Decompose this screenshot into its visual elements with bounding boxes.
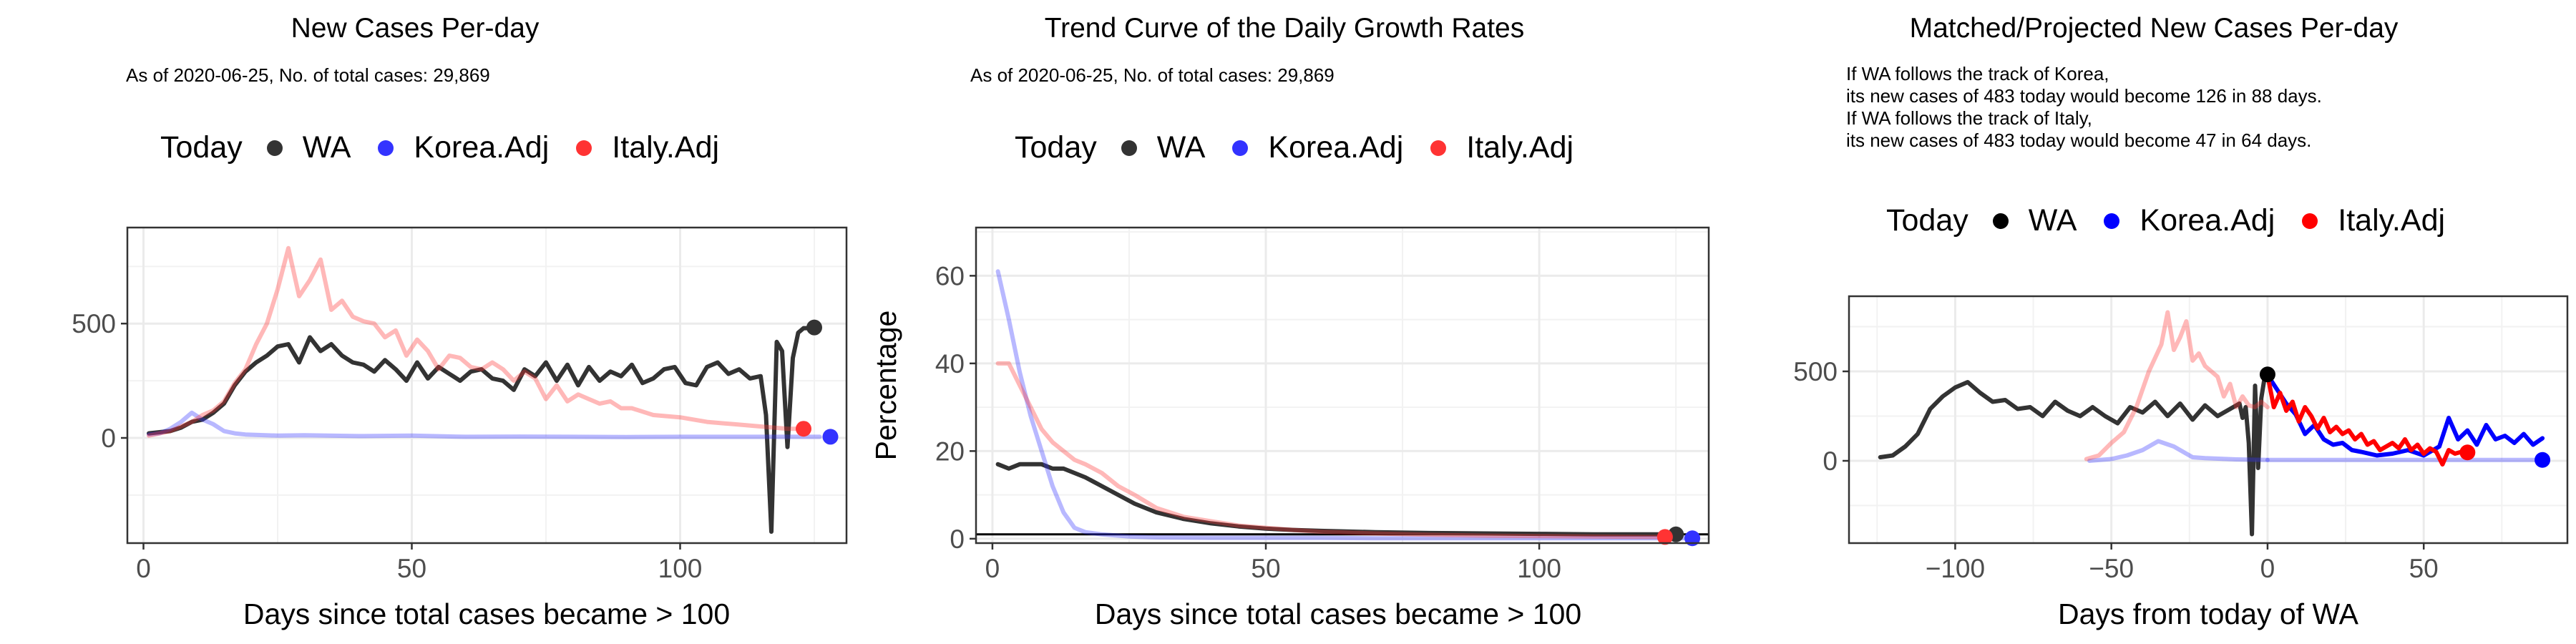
grid [127, 228, 847, 543]
legend-item-korea: Korea.Adj [1232, 130, 1403, 165]
series-line-korea-adj [147, 410, 822, 439]
panel-border [126, 226, 848, 545]
today-point-korea-adj [822, 429, 839, 445]
x-axis-label: Days since total cases became > 100 [1095, 597, 1581, 630]
series-line-korea-adj [995, 269, 1695, 541]
x-axis-label: Days since total cases became > 100 [243, 597, 730, 630]
legend-label-korea: Korea.Adj [2140, 203, 2275, 238]
chart-subtitle: If WA follows the track of Korea, its ne… [1846, 63, 2322, 151]
series-group [995, 269, 1695, 541]
series-group [147, 245, 822, 534]
legend-label-korea: Korea.Adj [414, 130, 550, 165]
legend-dot-italy [1430, 140, 1447, 156]
panel-border [1848, 295, 2569, 545]
series-line-wa [995, 462, 1679, 537]
x-tick-label: −50 [2089, 554, 2134, 583]
chart-title: New Cases Per-day [291, 13, 540, 44]
legend-item-wa: WA [1992, 203, 2077, 238]
legend-dot-korea [378, 140, 394, 156]
legend-item-italy: Italy.Adj [1430, 130, 1574, 165]
legend-dot-italy [576, 140, 592, 156]
legend-label-italy: Italy.Adj [612, 130, 720, 165]
x-tick-label: 0 [136, 554, 151, 583]
legend-item-italy: Italy.Adj [2302, 203, 2445, 238]
y-tick-label: 0 [1823, 447, 1838, 476]
legend-label-wa: WA [302, 130, 351, 165]
series-line-italy-adj [2084, 310, 2270, 462]
legend-dot-wa [1121, 140, 1137, 156]
series-line-italy-adj [995, 361, 1667, 540]
chart-svg: 0 50 100 0 20 40 60 Days since total cases beca… [869, 226, 1710, 630]
today-point-wa [806, 319, 822, 336]
legend-dot-italy [2302, 213, 2318, 229]
x-tick-label: 0 [985, 554, 1000, 583]
panel-border [975, 226, 1710, 545]
x-tick-label: 100 [1517, 554, 1561, 583]
y-tick-label: 40 [935, 349, 965, 379]
y-tick-label: 500 [72, 309, 116, 338]
legend-dot-korea [2104, 213, 2120, 229]
legend-label-wa: WA [2028, 203, 2077, 238]
legend-label-italy: Italy.Adj [1466, 130, 1574, 165]
today-point-wa [2259, 366, 2275, 383]
y-tick-label: 0 [101, 424, 116, 453]
series-group [1878, 310, 2545, 537]
legend-title: Today [1015, 130, 1097, 165]
y-axis-label: Percentage [869, 311, 902, 461]
legend: Today WA Korea.Adj Italy.Adj [1886, 203, 2472, 238]
legend-item-wa: WA [1121, 130, 1206, 165]
x-tick-label: 0 [2260, 554, 2275, 583]
x-tick-label: 50 [1251, 554, 1280, 583]
legend-item-korea: Korea.Adj [378, 130, 549, 165]
legend-title: Today [160, 130, 243, 165]
series-line-italy-adj-projected [2265, 373, 2470, 467]
chart-svg: 0 50 100 0 500 Days since total cases became … [72, 226, 848, 630]
chart-subtitle: As of 2020-06-25, No. of total cases: 29… [126, 64, 490, 86]
grid [1849, 296, 2567, 543]
legend-dot-korea [1232, 140, 1249, 156]
x-tick-label: 50 [2409, 554, 2439, 583]
y-tick-label: 500 [1793, 357, 1838, 386]
legend-label-italy: Italy.Adj [2338, 203, 2446, 238]
series-line-wa [147, 325, 816, 534]
panel-growth-rates: Trend Curve of the Daily Growth Rates As… [852, 0, 1717, 644]
chart-title: Trend Curve of the Daily Growth Rates [1044, 13, 1525, 44]
today-point-korea-adj [2534, 452, 2551, 468]
legend-label-korea: Korea.Adj [1268, 130, 1404, 165]
panel-matched-projected: Matched/Projected New Cases Per-day If W… [1717, 0, 2576, 644]
panel-new-cases: New Cases Per-day As of 2020-06-25, No. … [0, 0, 852, 644]
x-tick-label: 100 [658, 554, 703, 583]
legend-dot-wa [266, 140, 283, 156]
x-tick-label: −100 [1926, 554, 1985, 583]
chart-title: Matched/Projected New Cases Per-day [1909, 13, 2399, 44]
legend-item-italy: Italy.Adj [576, 130, 719, 165]
chart-subtitle: As of 2020-06-25, No. of total cases: 29… [970, 64, 1335, 86]
y-tick-label: 60 [935, 261, 965, 291]
series-line-korea-adj [2087, 439, 2270, 463]
today-point-italy-adj [1657, 529, 1673, 545]
x-tick-label: 50 [397, 554, 426, 583]
legend-title: Today [1886, 203, 1968, 238]
legend-label-wa: WA [1156, 130, 1206, 165]
series-line-wa [1878, 372, 2270, 537]
series-line-korea-adj-projected [2265, 373, 2545, 458]
legend-item-wa: WA [266, 130, 351, 165]
legend: Today WA Korea.Adj Italy.Adj [160, 130, 746, 165]
legend-item-korea: Korea.Adj [2104, 203, 2275, 238]
x-axis-label: Days from today of WA [2058, 597, 2359, 630]
series-line-italy-adj [147, 245, 806, 438]
y-tick-label: 20 [935, 436, 965, 466]
legend: Today WA Korea.Adj Italy.Adj [1015, 130, 1601, 165]
grid [976, 228, 1709, 543]
today-point-italy-adj [796, 421, 811, 437]
today-point-italy-adj [2459, 444, 2476, 461]
y-tick-label: 0 [950, 525, 965, 554]
legend-dot-wa [1992, 213, 2009, 229]
